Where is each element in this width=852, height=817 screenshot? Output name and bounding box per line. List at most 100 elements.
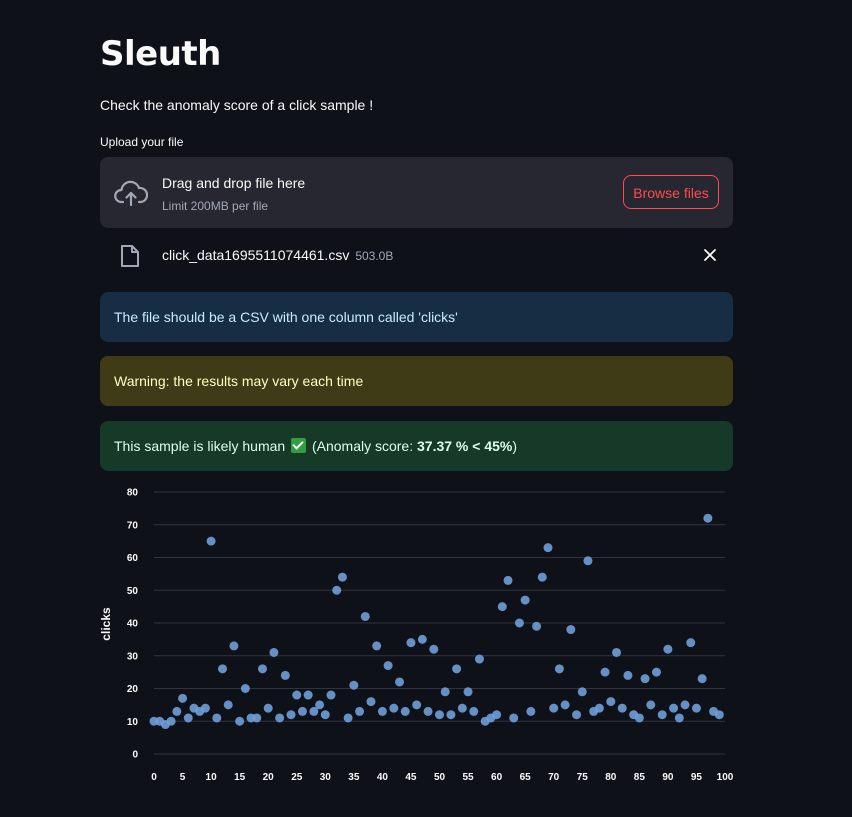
data-point[interactable] [566,625,576,635]
data-point[interactable] [235,716,245,726]
data-point[interactable] [286,710,296,720]
data-point[interactable] [537,572,547,582]
data-point[interactable] [389,703,399,713]
data-point[interactable] [697,674,707,684]
data-point[interactable] [435,710,444,720]
data-point[interactable] [532,621,542,631]
data-point[interactable] [366,697,376,707]
data-point[interactable] [594,703,604,713]
data-point[interactable] [691,703,701,713]
data-point[interactable] [395,677,405,687]
data-point[interactable] [166,716,176,726]
data-point[interactable] [349,680,359,690]
data-point[interactable] [651,667,661,677]
data-point[interactable] [663,644,673,654]
data-point[interactable] [669,703,679,713]
data-point[interactable] [520,595,530,605]
data-point[interactable] [514,618,524,628]
data-point[interactable] [383,661,393,671]
clicks-scatter-chart[interactable]: 0 10 20 30 40 50 60 70 80 0 5 10 15 20 25 30 35 40 45 50 55… [96,478,746,790]
data-point[interactable] [172,706,182,716]
data-point[interactable] [446,710,456,720]
data-point[interactable] [554,664,564,674]
data-point[interactable] [600,667,610,677]
data-point[interactable] [623,670,633,680]
x-tick-label: 60 [491,772,503,783]
data-point[interactable] [703,513,713,523]
data-point[interactable] [303,690,313,700]
data-point[interactable] [526,706,536,716]
data-point[interactable] [503,575,513,585]
data-point[interactable] [309,706,319,716]
data-point[interactable] [572,710,582,720]
data-point[interactable] [178,693,188,703]
data-point[interactable] [463,687,473,697]
data-point[interactable] [377,706,387,716]
data-point[interactable] [240,684,250,693]
data-point[interactable] [297,706,307,716]
data-point[interactable] [549,703,559,713]
data-point[interactable] [257,664,267,674]
data-point[interactable] [218,664,228,674]
browse-files-button[interactable]: Browse files [623,175,719,209]
data-point[interactable] [275,713,285,723]
data-point[interactable] [229,641,239,651]
data-point[interactable] [406,638,416,648]
data-point[interactable] [457,703,467,713]
data-point[interactable] [263,703,273,713]
data-point[interactable] [320,710,330,720]
data-point[interactable] [469,706,479,716]
x-tick-label: 15 [234,772,246,783]
data-point[interactable] [252,713,262,723]
remove-file-icon[interactable] [703,248,717,262]
x-tick-label: 5 [180,772,186,783]
data-point[interactable] [617,703,627,713]
data-point[interactable] [355,706,365,716]
data-point[interactable] [212,713,222,723]
data-point[interactable] [372,641,382,651]
data-point[interactable] [332,585,342,595]
file-dropzone[interactable]: Drag and drop file here Limit 200MB per … [100,157,733,228]
data-point[interactable] [292,690,302,700]
data-point[interactable] [315,700,325,710]
data-point[interactable] [560,700,570,710]
data-point[interactable] [606,697,616,707]
data-point[interactable] [452,664,462,674]
x-tick-label: 70 [548,772,560,783]
data-point[interactable] [634,713,644,723]
data-point[interactable] [206,536,216,546]
data-point[interactable] [360,611,370,621]
data-point[interactable] [612,647,622,657]
data-point[interactable] [543,543,553,553]
data-point[interactable] [429,644,439,654]
data-point[interactable] [412,700,422,710]
data-point[interactable] [646,700,656,710]
data-point[interactable] [326,690,336,700]
data-point[interactable] [686,638,696,648]
data-point[interactable] [657,710,667,720]
data-point[interactable] [714,710,724,720]
data-point[interactable] [223,700,233,710]
data-point[interactable] [417,634,427,644]
data-point[interactable] [577,687,587,697]
data-point[interactable] [400,706,410,716]
data-point[interactable] [423,706,433,716]
data-point[interactable] [343,713,353,723]
data-point[interactable] [280,670,290,680]
data-point[interactable] [440,687,450,697]
y-tick-label: 80 [127,488,139,499]
data-point[interactable] [474,654,484,664]
data-point[interactable] [183,713,193,723]
data-point[interactable] [337,572,347,582]
data-point[interactable] [269,647,279,657]
warning-alert: Warning: the results may vary each time [100,356,733,406]
data-point[interactable] [640,674,650,684]
data-point[interactable] [497,602,507,612]
data-point[interactable] [583,556,593,566]
data-point[interactable] [680,700,690,710]
data-point[interactable] [509,713,519,723]
data-point[interactable] [492,710,502,720]
data-point[interactable] [200,703,210,713]
data-point[interactable] [674,713,684,723]
page-title: Sleuth [100,34,221,74]
